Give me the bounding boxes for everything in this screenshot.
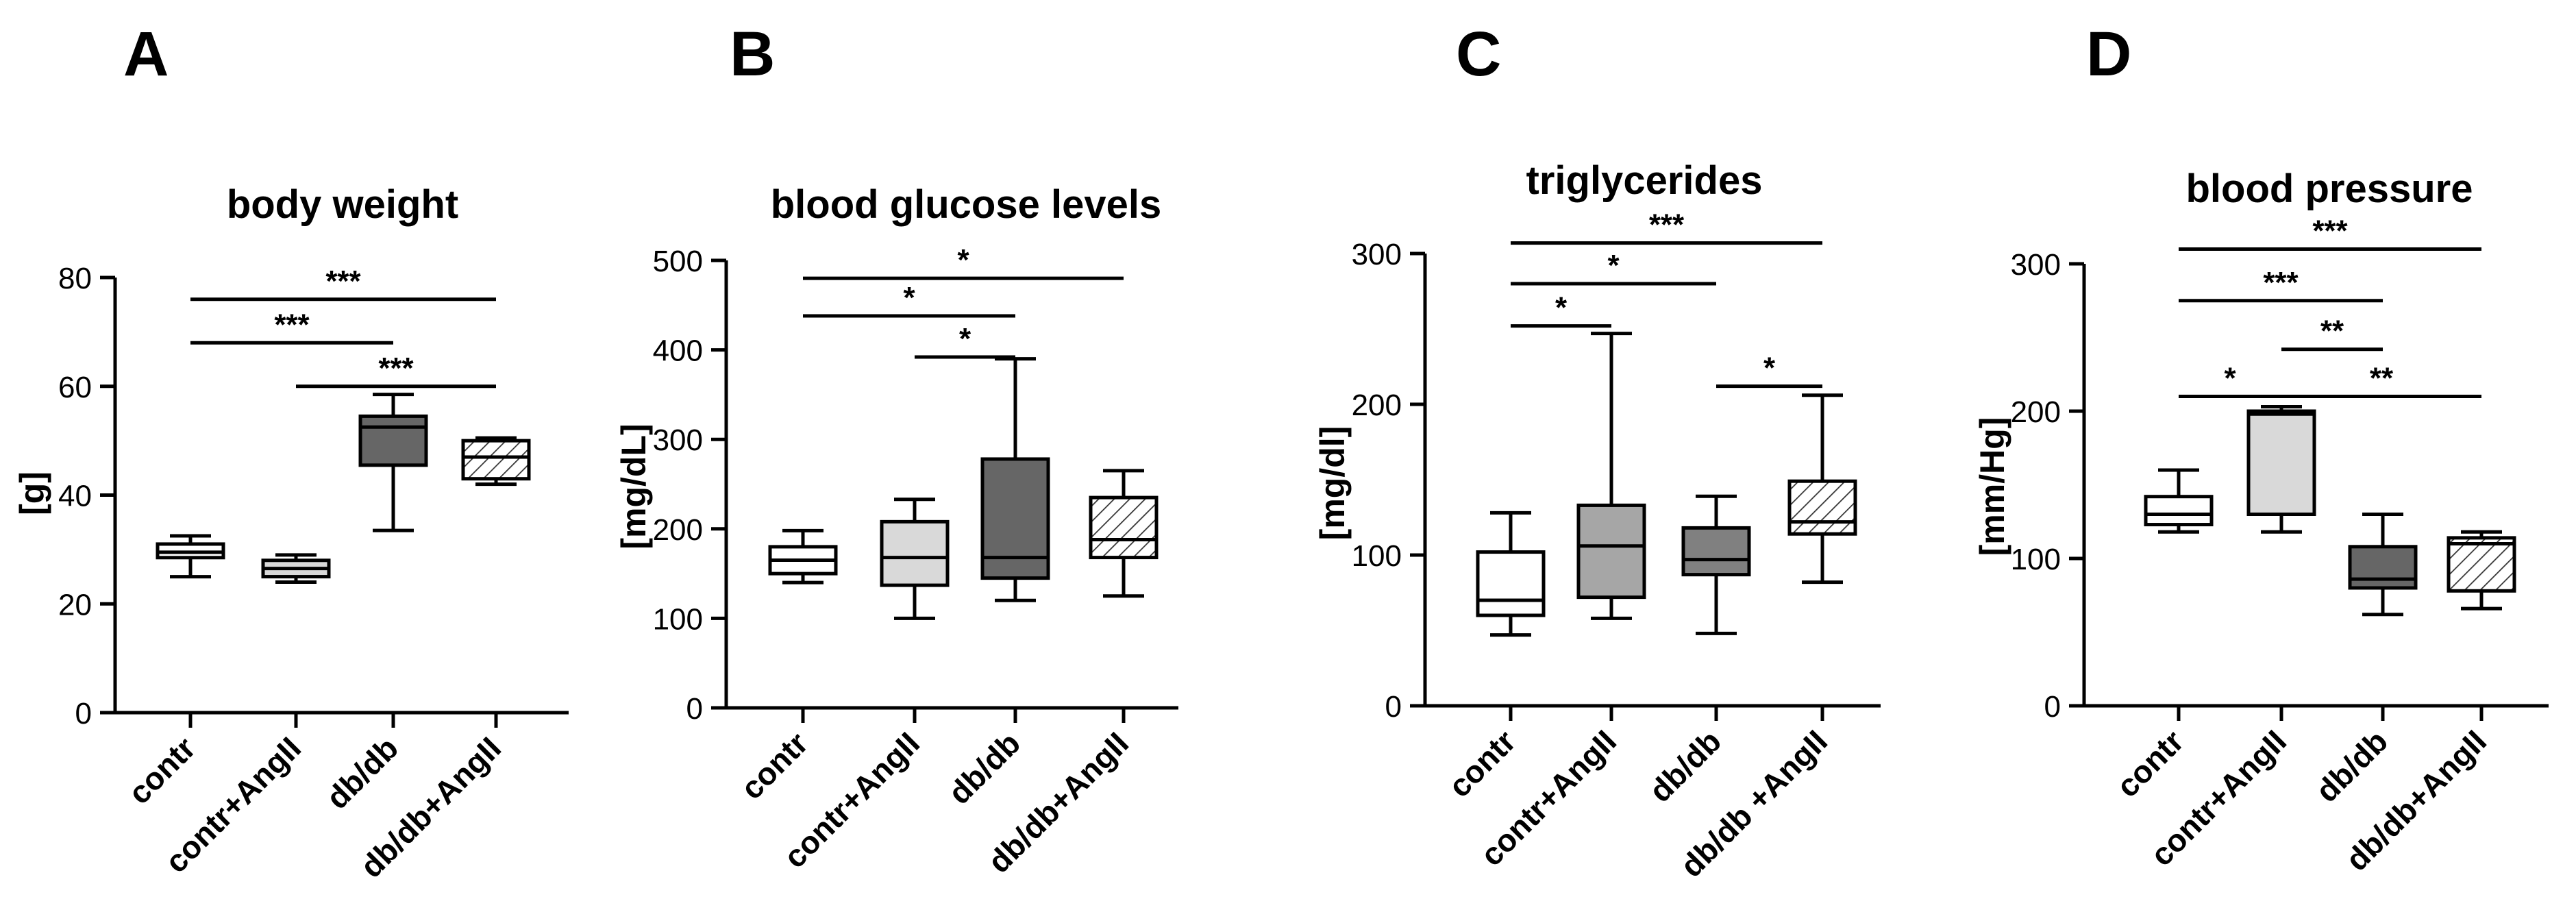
panel-d: D blood pressure [mm/Hg] 0 100 200 300 contr…: [1973, 19, 2549, 878]
chart-title: body weight: [227, 182, 458, 227]
box: [2246, 409, 2316, 516]
box: [2348, 545, 2418, 590]
y-axis-label: [mg/dl]: [1313, 426, 1352, 541]
box: [1787, 479, 1857, 536]
significance-label: ***: [378, 352, 414, 385]
box: [358, 414, 428, 467]
y-tick-label: 0: [1385, 690, 1402, 724]
panel-b: B blood glucose levels [mg/dL] 0 100 200 30…: [615, 19, 1178, 880]
y-tick-label: 300: [1352, 238, 1402, 271]
box: [2144, 495, 2214, 527]
y-tick-label: 200: [2011, 395, 2061, 429]
y-tick-label: 0: [75, 697, 92, 730]
significance-label: ***: [2312, 214, 2348, 248]
significance-label: *: [1763, 352, 1776, 385]
x-tick-label: contr: [734, 725, 815, 806]
box: [2447, 536, 2516, 593]
y-axis-label: [g]: [13, 471, 51, 515]
significance-label: *: [1607, 249, 1620, 282]
x-tick-label: db/db: [319, 730, 405, 815]
box: [1681, 526, 1751, 577]
box: [880, 519, 950, 587]
y-axis-label: [mm/Hg]: [1973, 417, 2011, 556]
panel-label: D: [2086, 19, 2131, 89]
x-tick-label: db/db: [1642, 723, 1728, 809]
significance-label: ***: [2263, 266, 2299, 299]
y-tick-label: 500: [653, 245, 703, 278]
y-tick-label: 400: [653, 334, 703, 368]
chart-title: blood glucose levels: [771, 182, 1161, 227]
box: [1476, 550, 1546, 617]
significance-label: *: [1555, 291, 1568, 325]
significance-label: **: [2320, 315, 2344, 348]
y-tick-label: 200: [1352, 389, 1402, 422]
chart-title: triglycerides: [1526, 158, 1763, 203]
y-tick-label: 80: [58, 262, 92, 295]
panel-a: A body weight [g] 020406080contrcontr+An…: [13, 19, 569, 885]
y-tick-label: 300: [2011, 248, 2061, 282]
significance-label: *: [2224, 362, 2236, 395]
y-tick-label: 100: [2011, 543, 2061, 576]
x-tick-label: contr: [1441, 723, 1522, 804]
significance-label: **: [2370, 362, 2394, 395]
y-tick-label: 100: [1352, 539, 1402, 573]
panel-label: A: [123, 19, 169, 89]
y-tick-label: 300: [653, 423, 703, 457]
panel-c: C triglycerides [mg/dl] 0100200300contrc…: [1313, 19, 1881, 884]
x-tick-label: contr: [2109, 723, 2190, 804]
significance-label: ***: [274, 308, 310, 341]
significance-label: *: [903, 281, 915, 315]
x-tick-label: db/db: [941, 725, 1027, 811]
y-tick-label: 200: [653, 513, 703, 547]
significance-label: ***: [325, 265, 361, 298]
y-tick-label: 0: [2044, 690, 2061, 724]
x-tick-label: db/db: [2309, 723, 2394, 809]
y-tick-label: 0: [686, 692, 703, 726]
y-tick-label: 60: [58, 371, 92, 404]
x-tick-label: contr: [121, 730, 202, 811]
y-tick-label: 40: [58, 480, 92, 513]
panel-label: B: [730, 19, 775, 89]
significance-label: ***: [1649, 208, 1685, 242]
box: [1089, 495, 1159, 560]
panel-label: C: [1456, 19, 1501, 89]
significance-label: *: [957, 243, 969, 277]
chart-title: blood pressure: [2186, 167, 2473, 211]
y-tick-label: 20: [58, 588, 92, 622]
box: [461, 439, 531, 481]
y-axis-label: [mg/dL]: [615, 423, 653, 549]
y-tick-label: 100: [653, 602, 703, 636]
box: [980, 457, 1050, 580]
box: [1576, 503, 1646, 600]
significance-label: *: [959, 322, 971, 356]
